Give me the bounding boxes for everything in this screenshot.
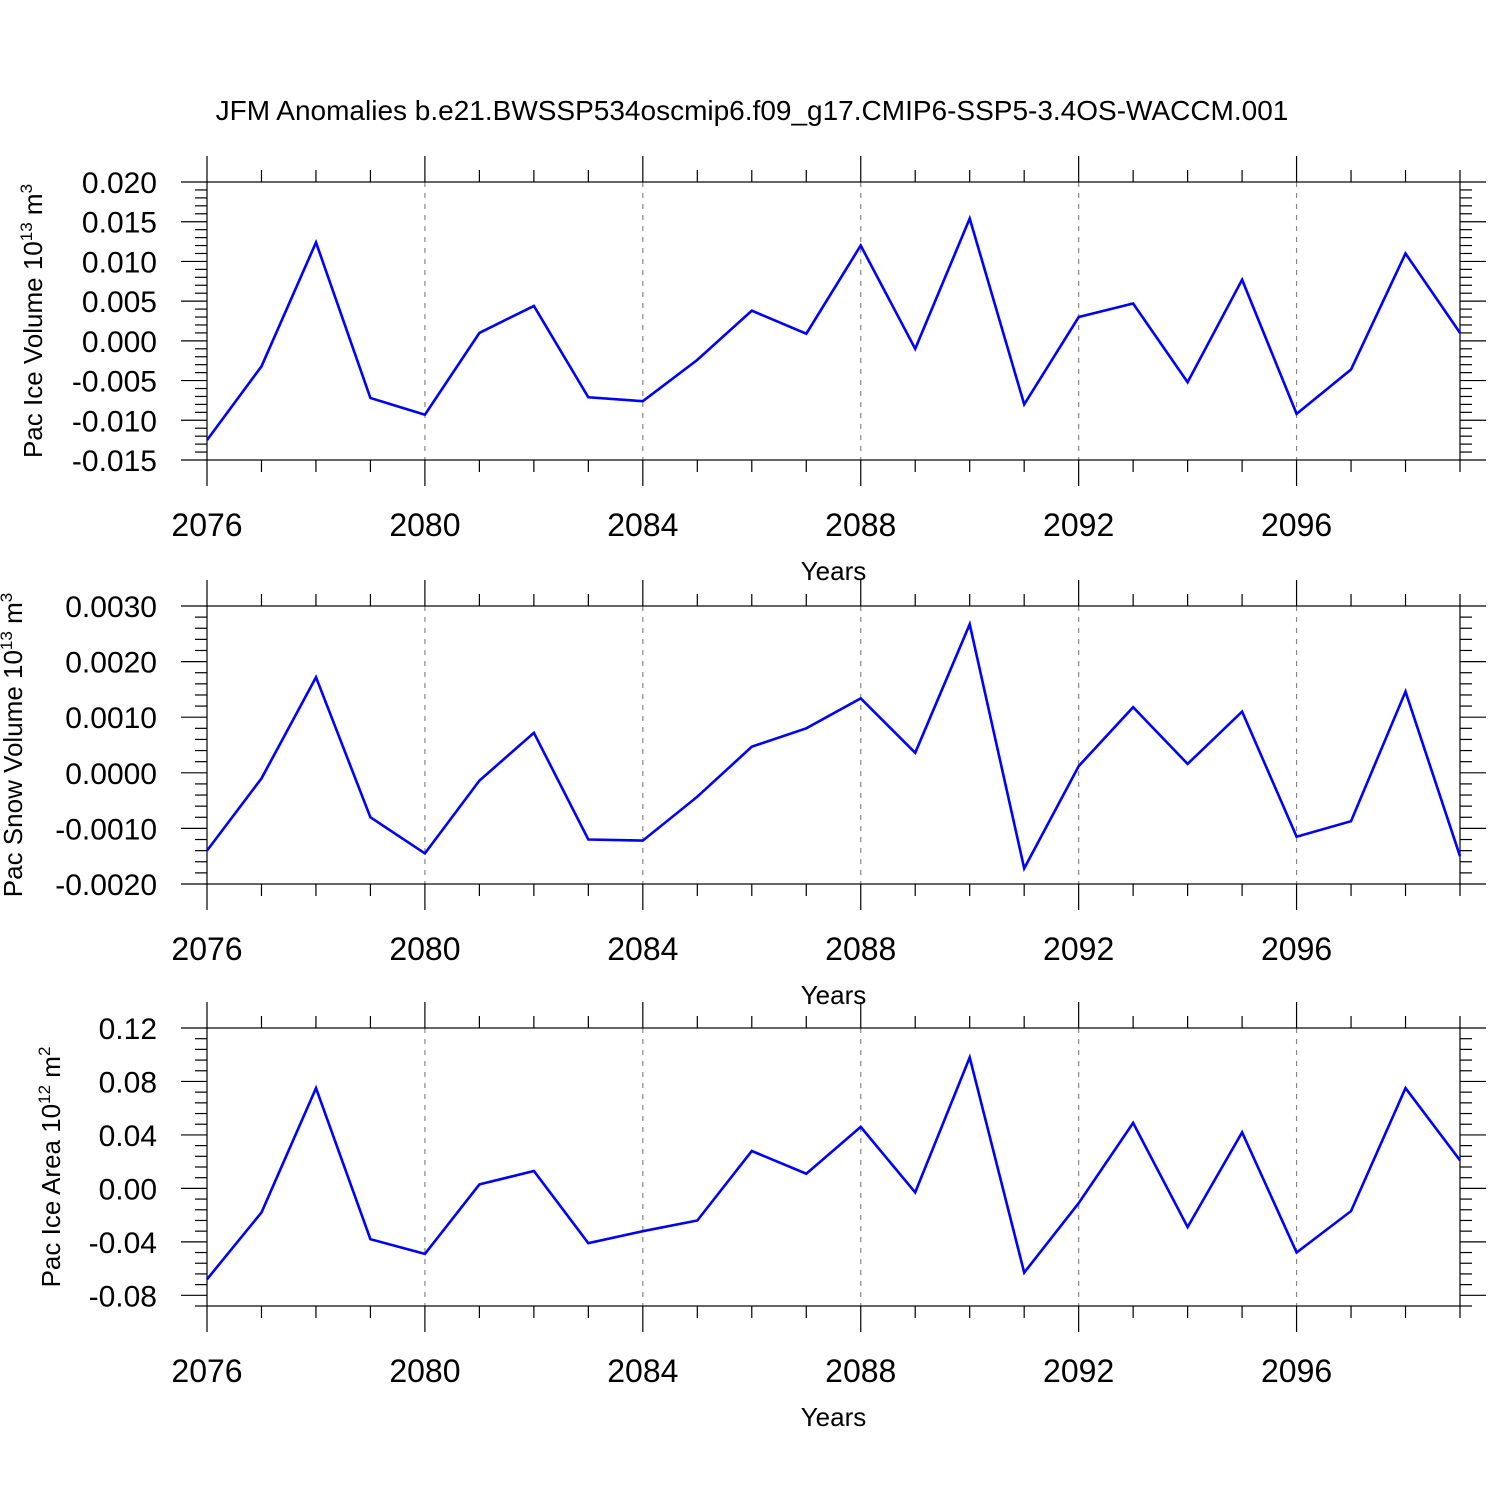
y-axis-title-exponent: 13 bbox=[0, 631, 16, 650]
y-axis-title-unit-exponent: 2 bbox=[35, 1047, 54, 1056]
y-axis-title-text: Pac Snow Volume 10 bbox=[0, 650, 28, 897]
x-tick-label: 2088 bbox=[825, 931, 896, 967]
y-axis-title-text: Pac Ice Volume 10 bbox=[18, 241, 48, 458]
y-axis-title-unit: m bbox=[36, 1056, 66, 1085]
x-tick-label: 2092 bbox=[1043, 1353, 1114, 1389]
x-axis-title: Years bbox=[801, 1402, 867, 1432]
y-axis-title-text: Pac Ice Area 10 bbox=[36, 1104, 66, 1288]
chart-panel-1: 2076 2080 2084 2088 2092 2096 -0.015 -0.010 -0.0… bbox=[17, 156, 1486, 586]
y-axis-title-unit-exponent: 3 bbox=[0, 593, 16, 602]
y-tick-label: -0.04 bbox=[89, 1227, 157, 1260]
y-tick-label: 0.0000 bbox=[65, 758, 157, 791]
chart-panel-3: 2076 2080 2084 2088 2092 2096 -0.08 -0.04 0.00 0.… bbox=[35, 1002, 1486, 1432]
x-tick-label: 2076 bbox=[171, 931, 242, 967]
plot-frame bbox=[206, 181, 1461, 461]
x-tick-label: 2084 bbox=[607, 507, 678, 543]
chart-panel-2: 2076 2080 2084 2088 2092 2096 -0.0020 -0.0010 0.… bbox=[0, 580, 1486, 1010]
x-tick-label: 2084 bbox=[607, 931, 678, 967]
y-tick-label: 0.0010 bbox=[65, 702, 157, 735]
y-tick-label: 0.015 bbox=[82, 207, 157, 240]
x-tick-label: 2076 bbox=[171, 507, 242, 543]
y-tick-label: 0.08 bbox=[99, 1066, 157, 1099]
y-axis-title-unit: m bbox=[0, 602, 28, 631]
x-tick-label: 2080 bbox=[389, 931, 460, 967]
x-tick-label: 2080 bbox=[389, 1353, 460, 1389]
y-tick-label: 0.005 bbox=[82, 286, 157, 319]
y-tick-label: 0.12 bbox=[99, 1013, 157, 1046]
y-tick-label: -0.0010 bbox=[55, 813, 157, 846]
x-tick-label: 2096 bbox=[1261, 507, 1332, 543]
x-axis-title: Years bbox=[801, 980, 867, 1010]
y-tick-label: -0.005 bbox=[72, 366, 157, 399]
series-line bbox=[205, 620, 1462, 873]
series-line bbox=[205, 1053, 1462, 1281]
x-axis-title: Years bbox=[801, 556, 867, 586]
y-tick-label: 0.0030 bbox=[65, 591, 157, 624]
x-tick-label: 2096 bbox=[1261, 931, 1332, 967]
y-axis-title-exponent: 13 bbox=[17, 222, 36, 241]
y-tick-label: -0.010 bbox=[72, 405, 157, 438]
y-tick-label: 0.0020 bbox=[65, 647, 157, 680]
y-tick-label: 0.00 bbox=[99, 1173, 157, 1206]
y-tick-label: 0.04 bbox=[99, 1120, 157, 1153]
y-tick-label: -0.0020 bbox=[55, 869, 157, 902]
x-tick-label: 2088 bbox=[825, 1353, 896, 1389]
y-tick-label: -0.015 bbox=[72, 445, 157, 478]
y-axis-title: Pac Ice Area 1012 m2 bbox=[35, 1047, 66, 1288]
x-tick-label: 2096 bbox=[1261, 1353, 1332, 1389]
x-tick-label: 2084 bbox=[607, 1353, 678, 1389]
x-tick-label: 2080 bbox=[389, 507, 460, 543]
y-axis-title: Pac Snow Volume 1013 m3 bbox=[0, 593, 28, 897]
y-tick-label: -0.08 bbox=[89, 1280, 157, 1313]
plot-frame bbox=[206, 605, 1461, 885]
x-tick-label: 2076 bbox=[171, 1353, 242, 1389]
x-tick-label: 2088 bbox=[825, 507, 896, 543]
y-axis-title-exponent: 12 bbox=[35, 1085, 54, 1104]
plot-frame bbox=[206, 1027, 1461, 1307]
panels: 2076 2080 2084 2088 2092 2096 -0.015 -0.010 -0.0… bbox=[0, 156, 1486, 1432]
x-tick-label: 2092 bbox=[1043, 931, 1114, 967]
x-tick-label: 2092 bbox=[1043, 507, 1114, 543]
y-axis-title-unit: m bbox=[18, 193, 48, 222]
y-tick-label: 0.010 bbox=[82, 246, 157, 279]
y-axis-title-unit-exponent: 3 bbox=[17, 184, 36, 193]
y-axis-title: Pac Ice Volume 1013 m3 bbox=[17, 184, 48, 458]
y-tick-label: 0.000 bbox=[82, 326, 157, 359]
series-line bbox=[205, 214, 1462, 441]
figure-title: JFM Anomalies b.e21.BWSSP534oscmip6.f09_… bbox=[216, 95, 1289, 126]
y-tick-label: 0.020 bbox=[82, 167, 157, 200]
